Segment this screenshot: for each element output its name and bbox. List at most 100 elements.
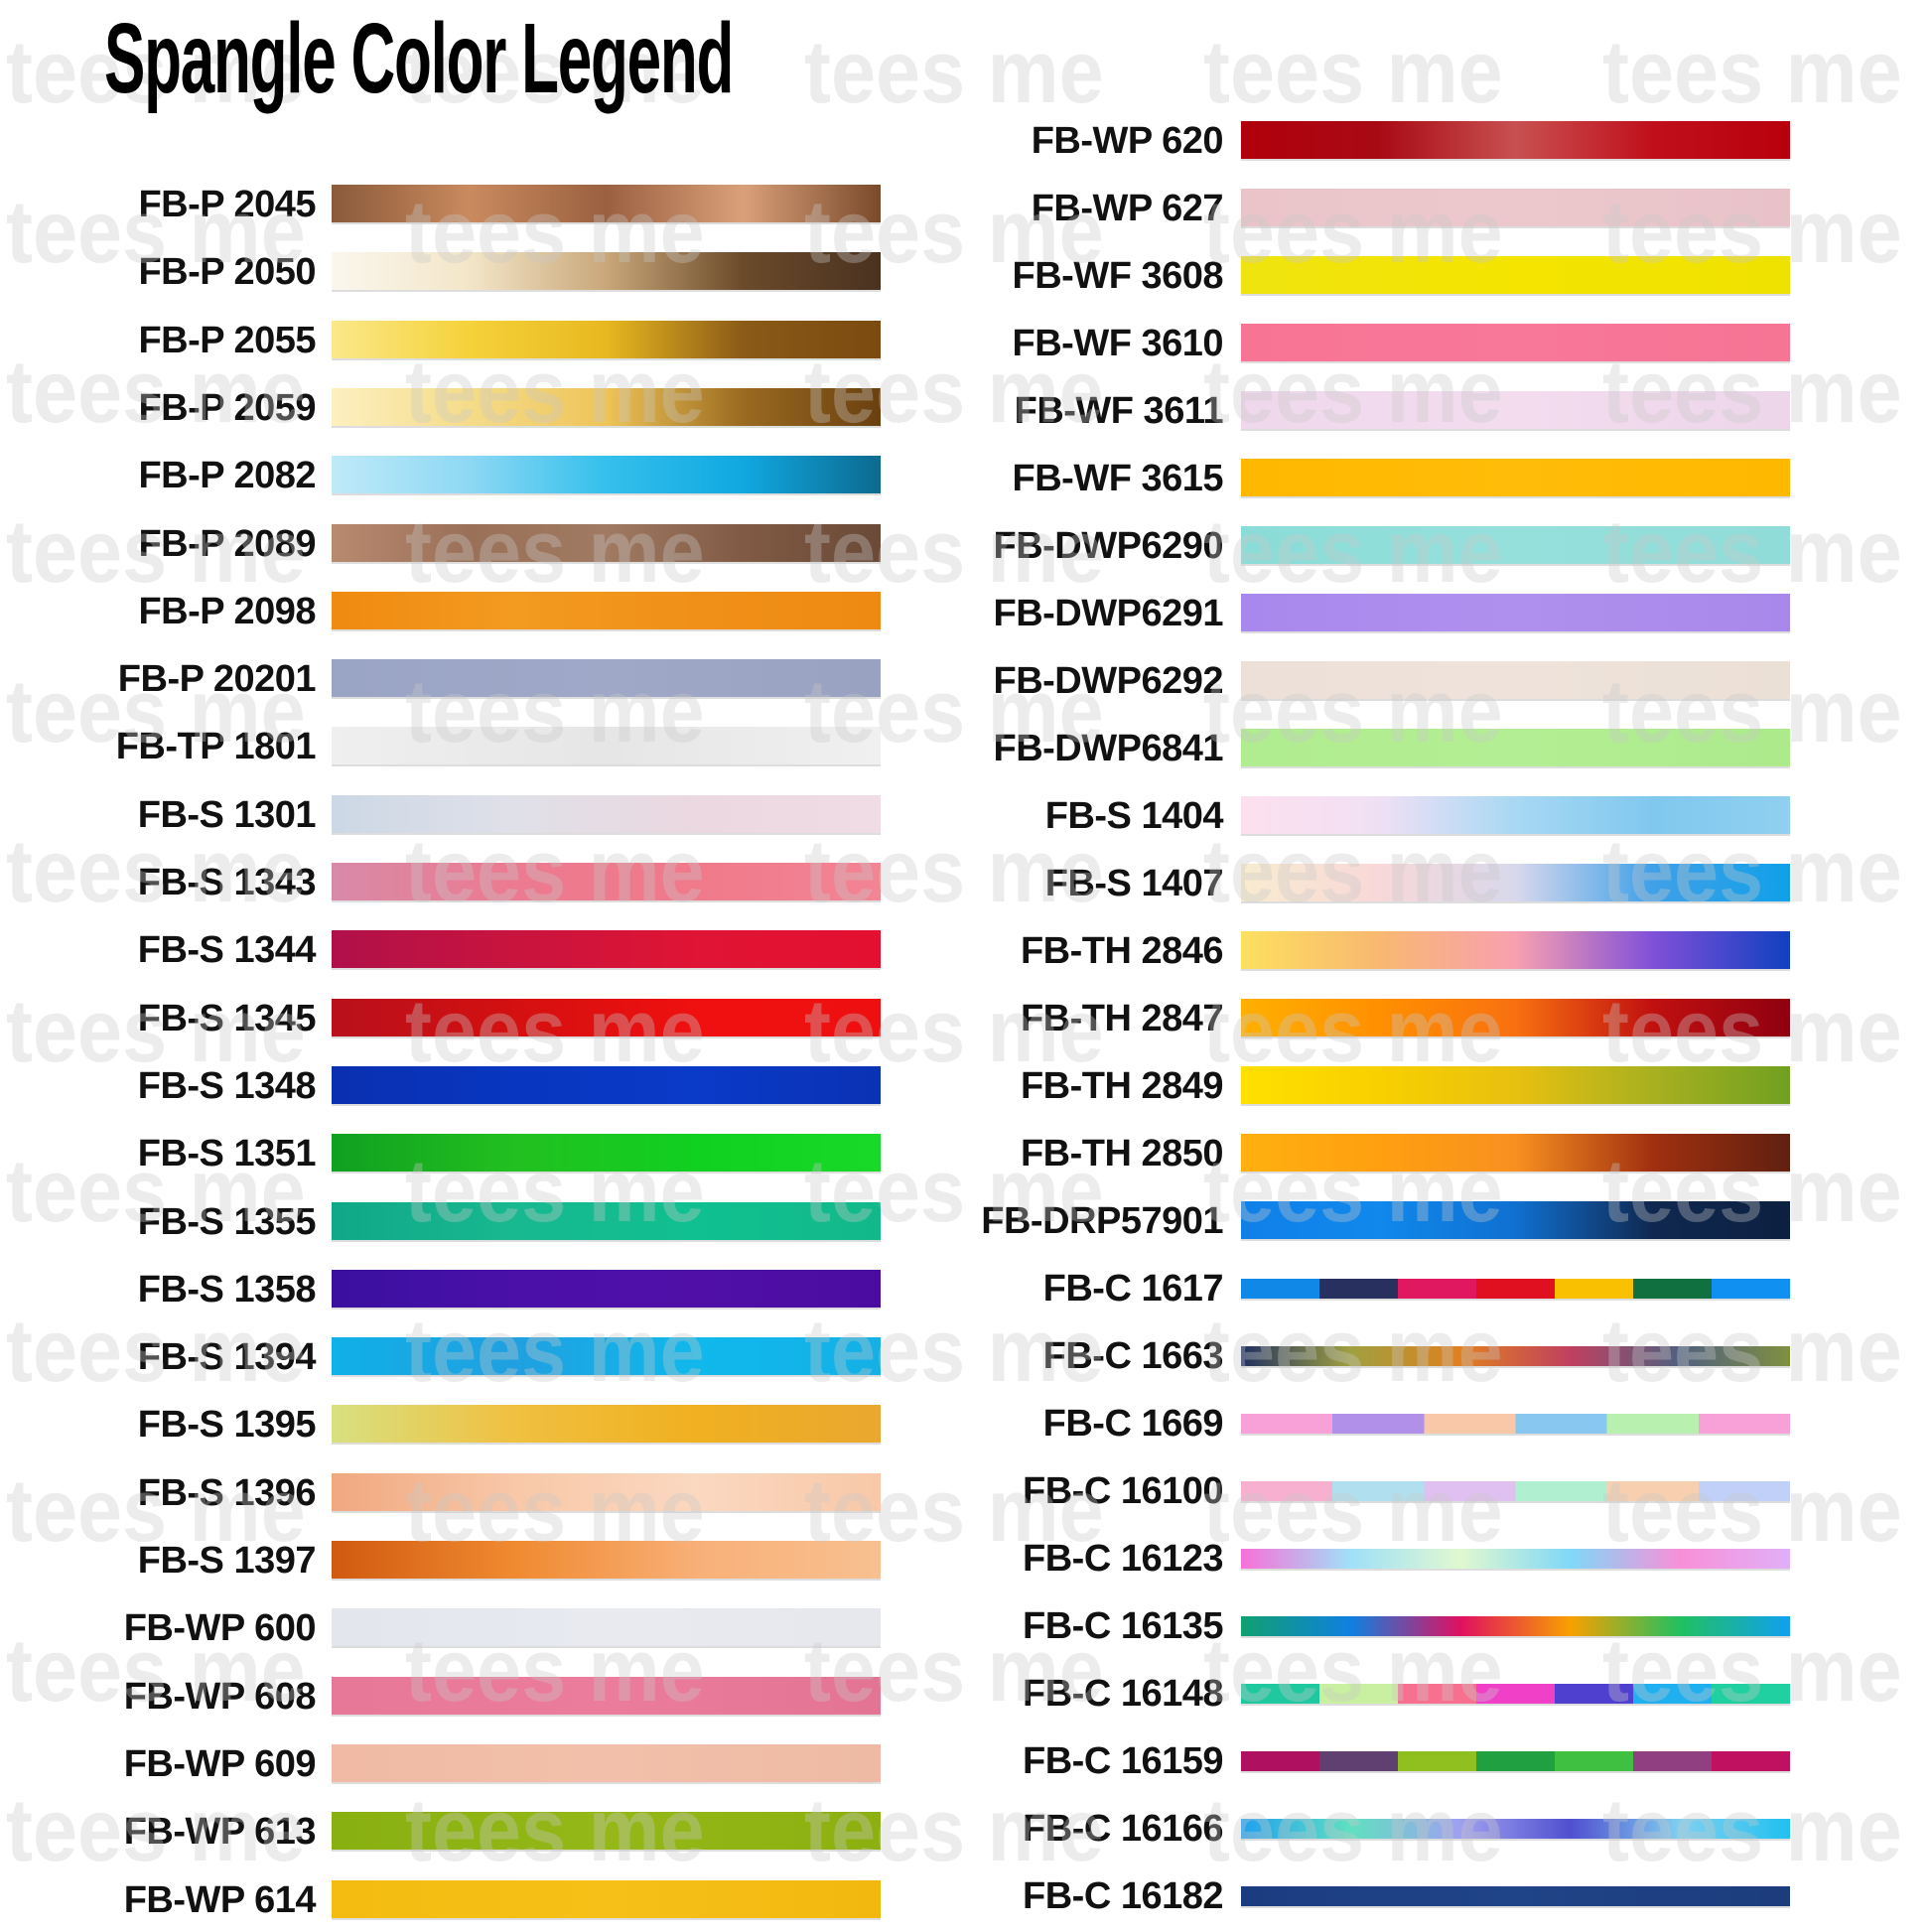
watermark-text: tees me (1203, 1461, 1503, 1561)
swatch-code-label: FB-C 16166 (1023, 1808, 1223, 1850)
color-swatch (332, 1743, 881, 1784)
swatch-code-label: FB-TH 2846 (1020, 930, 1224, 972)
page-title: Spangle Color Legend (104, 3, 734, 114)
color-swatch (1241, 594, 1790, 633)
swatch-code-label: FB-C 1669 (1042, 1403, 1224, 1445)
swatch-code-label: FB-S 1397 (137, 1540, 317, 1582)
color-swatch (1241, 1346, 1790, 1368)
color-swatch (332, 1201, 881, 1242)
color-swatch (1241, 1751, 1790, 1773)
color-swatch (332, 659, 881, 700)
swatch-code-label: FB-DWP6292 (993, 660, 1224, 702)
swatch-code-label: FB-S 1396 (137, 1471, 317, 1514)
color-swatch (1241, 661, 1790, 701)
color-swatch (332, 727, 881, 767)
color-swatch (332, 1676, 881, 1717)
swatch-code-label: FB-TH 2850 (1020, 1133, 1224, 1174)
color-swatch (1241, 1481, 1790, 1503)
swatch-code-label: FB-S 1348 (137, 1064, 317, 1107)
swatch-code-label: FB-C 16123 (1023, 1538, 1223, 1580)
color-swatch (332, 320, 881, 360)
swatch-code-label: FB-DWP6291 (993, 593, 1224, 634)
swatch-code-label: FB-S 1404 (1044, 795, 1224, 837)
swatch-code-label: FB-S 1343 (137, 862, 317, 903)
swatch-code-label: FB-P 2098 (138, 590, 316, 632)
color-swatch (332, 1812, 881, 1853)
swatch-code-label: FB-S 1407 (1044, 863, 1224, 904)
swatch-code-label: FB-TH 2849 (1020, 1065, 1224, 1107)
swatch-code-label: FB-S 1345 (137, 997, 317, 1039)
swatch-code-label: FB-WF 3615 (1012, 458, 1224, 499)
color-swatch (332, 387, 881, 428)
swatch-code-label: FB-C 16182 (1023, 1875, 1223, 1917)
color-swatch (1241, 931, 1790, 971)
color-swatch (1241, 1066, 1790, 1106)
swatch-code-label: FB-P 2089 (138, 522, 316, 565)
color-swatch (332, 863, 881, 902)
swatch-code-label: FB-S 1344 (137, 929, 317, 972)
swatch-code-label: FB-C 16148 (1023, 1673, 1223, 1715)
color-swatch (1241, 1549, 1790, 1571)
color-swatch (332, 456, 881, 496)
swatch-code-label: FB-WP 608 (123, 1675, 317, 1718)
color-swatch (1241, 1886, 1790, 1908)
swatch-code-label: FB-TH 2847 (1020, 998, 1224, 1039)
swatch-code-label: FB-C 16100 (1023, 1470, 1223, 1512)
color-swatch (1241, 1279, 1790, 1301)
color-swatch (332, 523, 881, 564)
color-swatch (1241, 1684, 1790, 1706)
color-swatch (1241, 1414, 1790, 1436)
swatch-code-label: FB-WP 600 (123, 1607, 317, 1650)
watermark-text: tees me (1203, 23, 1503, 122)
swatch-code-label: FB-WF 3611 (1014, 390, 1224, 432)
swatch-code-label: FB-S 1358 (137, 1268, 317, 1311)
swatch-code-label: FB-P 2050 (138, 251, 316, 294)
swatch-code-label: FB-WP 609 (123, 1742, 317, 1785)
color-swatch (1241, 1134, 1790, 1173)
color-swatch (1241, 324, 1790, 363)
watermark-text: tees me (1602, 1461, 1902, 1561)
swatch-code-label: FB-S 1394 (137, 1336, 317, 1379)
color-swatch (1241, 796, 1790, 836)
swatch-code-label: FB-C 1663 (1042, 1335, 1224, 1377)
watermark-text: tees me (804, 23, 1104, 122)
color-swatch (1241, 1819, 1790, 1841)
watermark-text: tees me (1602, 23, 1902, 122)
swatch-code-label: FB-S 1395 (137, 1404, 317, 1447)
swatch-code-label: FB-WP 614 (123, 1878, 317, 1921)
color-swatch (332, 1608, 881, 1649)
swatch-code-label: FB-P 2045 (138, 184, 316, 225)
swatch-code-label: FB-WP 620 (1031, 120, 1224, 162)
swatch-code-label: FB-P 20201 (117, 658, 317, 701)
color-swatch (332, 1405, 881, 1446)
color-swatch (332, 794, 881, 835)
color-swatch (1241, 729, 1790, 768)
color-swatch (1241, 189, 1790, 228)
swatch-code-label: FB-DWP6841 (993, 728, 1224, 769)
color-swatch (332, 1472, 881, 1513)
swatch-code-label: FB-C 16159 (1023, 1740, 1223, 1782)
swatch-code-label: FB-WP 627 (1031, 188, 1224, 229)
swatch-code-label: FB-S 1301 (137, 793, 317, 836)
color-swatch (332, 1065, 881, 1106)
color-swatch (1241, 391, 1790, 431)
color-swatch (332, 998, 881, 1038)
color-swatch (332, 1879, 881, 1920)
swatch-code-label: FB-C 16135 (1023, 1605, 1223, 1647)
swatch-code-label: FB-P 2059 (138, 386, 316, 429)
color-swatch (1241, 121, 1790, 161)
color-swatch (1241, 1616, 1790, 1638)
color-swatch (1241, 459, 1790, 498)
color-swatch (332, 252, 881, 293)
color-swatch (332, 591, 881, 631)
swatch-code-label: FB-P 2055 (138, 319, 316, 361)
color-swatch (332, 185, 881, 224)
color-swatch (332, 1269, 881, 1310)
swatch-code-label: FB-DWP6290 (993, 525, 1224, 567)
swatch-code-label: FB-P 2082 (138, 455, 316, 497)
swatch-code-label: FB-TP 1801 (115, 726, 317, 768)
swatch-code-label: FB-DRP57901 (981, 1200, 1223, 1242)
swatch-code-label: FB-S 1351 (137, 1133, 317, 1175)
color-swatch (332, 1337, 881, 1378)
